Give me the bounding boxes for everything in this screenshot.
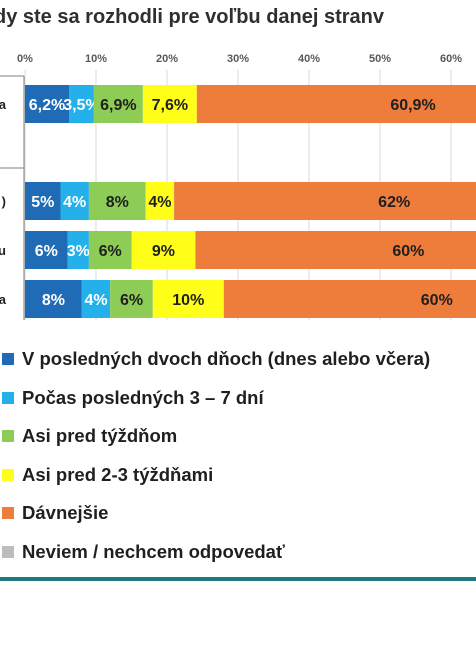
legend-label: Počas posledných 3 – 7 dní <box>22 386 264 408</box>
legend-swatch <box>2 391 14 404</box>
data-label: 6% <box>99 243 122 260</box>
category-label: u <box>0 243 6 258</box>
data-label: 62% <box>378 194 410 211</box>
bar-segment <box>223 280 476 318</box>
data-label: 4% <box>84 292 107 309</box>
data-label: 8% <box>106 194 129 211</box>
bar-segment <box>25 85 70 123</box>
bar-segment <box>110 280 153 318</box>
bar-segment <box>25 231 68 269</box>
bar-segment <box>60 182 89 220</box>
data-label: 60% <box>392 243 424 260</box>
legend-swatch <box>2 507 14 520</box>
bar-segment <box>131 231 196 269</box>
legend-item: Počas posledných 3 – 7 dní <box>0 387 476 426</box>
bar-segment <box>195 231 476 269</box>
legend-label: V posledných dvoch dňoch (dnes alebo vče… <box>22 348 431 369</box>
x-axis-ticks: 0% 10% 20% 30% 40% 50% 60% <box>17 53 462 65</box>
data-label: 3% <box>67 243 90 260</box>
bar-segment <box>67 231 89 269</box>
data-label: 3,5% <box>63 97 99 114</box>
legend-label: Asi pred týždňom <box>22 425 178 447</box>
legend-swatch <box>2 545 14 558</box>
data-label: 9% <box>152 243 175 260</box>
bar-segment <box>81 280 111 318</box>
legend-item: Asi pred 2-3 týždňami <box>0 464 476 503</box>
bar-segment <box>25 182 61 220</box>
bar-segment <box>88 182 146 220</box>
legend-label: Dávnejšie <box>22 502 109 524</box>
legend-swatch <box>2 353 14 365</box>
category-label: a <box>0 292 7 307</box>
x-tick-label: 40% <box>298 53 320 65</box>
legend-swatch <box>2 468 14 481</box>
bar-segment <box>152 280 224 318</box>
bar-segment <box>174 182 476 220</box>
x-tick-label: 0% <box>17 53 33 65</box>
data-label: 8% <box>42 292 65 309</box>
data-label: 6,9% <box>100 97 136 114</box>
bar-segment <box>142 85 197 123</box>
footer-divider <box>0 577 476 581</box>
data-label: 5% <box>31 194 54 211</box>
data-label: 10% <box>172 292 204 309</box>
legend-label: Neviem / nechcem odpovedať <box>22 540 285 562</box>
legend-item: Asi pred týždňom <box>0 425 476 464</box>
category-label: ) <box>2 194 6 209</box>
data-label: 4% <box>63 194 86 211</box>
data-label: 60,9% <box>390 97 435 114</box>
x-tick-label: 60% <box>440 53 462 65</box>
x-tick-label: 20% <box>156 53 178 65</box>
bar-segment <box>88 231 132 269</box>
stacked-bar-chart: 0% 10% 20% 30% 40% 50% 60% a) u a 6,2%3,5% 6,9% 7,… <box>0 53 476 320</box>
data-label: 7,6% <box>152 97 188 114</box>
bar-segment <box>25 280 82 318</box>
legend-item: Dávnejšie <box>0 502 476 541</box>
x-tick-label: 50% <box>369 53 391 65</box>
x-tick-label: 30% <box>227 53 249 65</box>
legend-item: Neviem / nechcem odpovedať <box>0 541 476 580</box>
data-label: 6,2% <box>29 97 65 114</box>
legend: V posledných dvoch dňoch (dnes alebo vče… <box>0 348 476 580</box>
data-label: 6% <box>35 243 58 260</box>
data-label: 60% <box>421 292 453 309</box>
x-tick-label: 10% <box>85 53 107 65</box>
bar-segment <box>69 85 94 123</box>
category-labels: a) u a <box>0 75 25 320</box>
legend-label: Asi pred 2-3 týždňami <box>22 463 214 485</box>
legend-swatch <box>2 430 14 443</box>
bar-segment <box>196 85 476 123</box>
data-label: 4% <box>148 194 171 211</box>
bars: 6,2%3,5% 6,9% 7,6% 60,9% 5% 4% 8% 4% 62% 6% 3% 6% 9%… <box>25 85 476 318</box>
legend-item: V posledných dvoch dňoch (dnes alebo vče… <box>0 348 476 387</box>
bar-segment <box>93 85 143 123</box>
chart-title: dy ste sa rozhodli pre voľbu danej stran… <box>0 6 385 28</box>
bar-segment <box>145 182 175 220</box>
data-label: 6% <box>120 292 143 309</box>
category-label: a <box>0 97 7 112</box>
